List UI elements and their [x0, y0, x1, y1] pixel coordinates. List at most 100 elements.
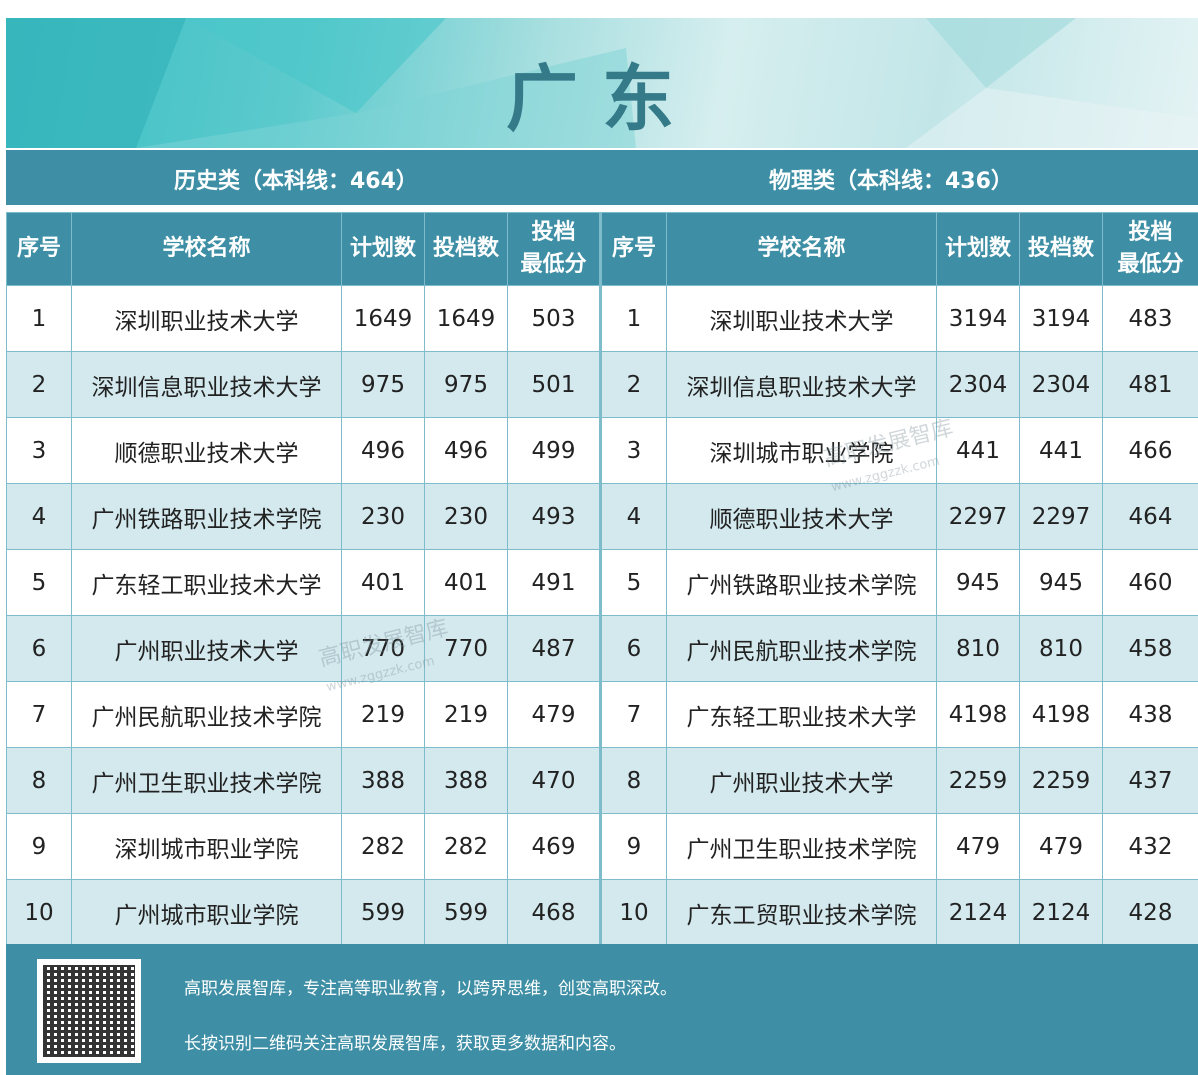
- min-score-cell: 503: [507, 285, 601, 352]
- school-name-cell: 深圳职业技术大学: [71, 285, 342, 352]
- rank-cell: 8: [599, 747, 667, 814]
- column-header: 学校名称: [71, 212, 342, 286]
- min-score-cell: 464: [1102, 483, 1198, 550]
- rank-cell: 4: [599, 483, 667, 550]
- school-name-cell: 广州城市职业学院: [71, 879, 342, 946]
- plan-count-cell: 770: [341, 615, 425, 682]
- rank-cell: 6: [599, 615, 667, 682]
- school-name-cell: 深圳职业技术大学: [666, 285, 937, 352]
- physics-category-label: 物理类（本科线：436）: [769, 169, 1013, 194]
- history-category-label: 历史类（本科线：464）: [174, 169, 418, 194]
- min-score-cell: 437: [1102, 747, 1198, 814]
- column-header: 序号: [599, 212, 667, 286]
- plan-count-cell: 599: [341, 879, 425, 946]
- table-row: 3 顺德职业技术大学 496 496 499 3 深圳城市职业学院 441 441 466: [6, 417, 1198, 484]
- plan-count-cell: 219: [341, 681, 425, 748]
- rank-cell: 9: [6, 813, 72, 880]
- filed-count-cell: 1649: [424, 285, 508, 352]
- table-row: 9 深圳城市职业学院 282 282 469 9 广州卫生职业技术学院 479 479 432: [6, 813, 1198, 880]
- table-row: 5 广东轻工职业技术大学 401 401 491 5 广州铁路职业技术学院 945 945 460: [6, 549, 1198, 616]
- min-score-cell: 479: [507, 681, 601, 748]
- school-name-cell: 广东轻工职业技术大学: [666, 681, 937, 748]
- filed-count-cell: 496: [424, 417, 508, 484]
- table-row: 10 广州城市职业学院 599 599 468 10 广东工贸职业技术学院 2124 2124 4…: [6, 879, 1198, 946]
- banner: 广东: [6, 18, 1198, 148]
- filed-count-cell: 401: [424, 549, 508, 616]
- table-row: 7 广州民航职业技术学院 219 219 479 7 广东轻工职业技术大学 4198 4198 4…: [6, 681, 1198, 748]
- column-header: 计划数: [341, 212, 425, 286]
- rank-cell: 9: [599, 813, 667, 880]
- plan-count-cell: 230: [341, 483, 425, 550]
- plan-count-cell: 401: [341, 549, 425, 616]
- school-name-cell: 广州职业技术大学: [666, 747, 937, 814]
- min-score-cell: 487: [507, 615, 601, 682]
- column-header: 投档数: [1019, 212, 1103, 286]
- table-row: 4 广州铁路职业技术学院 230 230 493 4 顺德职业技术大学 2297 2297 464: [6, 483, 1198, 550]
- rank-cell: 2: [599, 351, 667, 418]
- table-row: 8 广州卫生职业技术学院 388 388 470 8 广州职业技术大学 2259 2259 437: [6, 747, 1198, 814]
- table-row: 2 深圳信息职业技术大学 975 975 501 2 深圳信息职业技术大学 2304 2304 4…: [6, 351, 1198, 418]
- plan-count-cell: 975: [341, 351, 425, 418]
- rank-cell: 4: [6, 483, 72, 550]
- rank-cell: 1: [6, 285, 72, 352]
- footer-slogan: 高职发展智库，专注高等职业教育，以跨界思维，创变高职深改。: [184, 979, 677, 999]
- school-name-cell: 广州职业技术大学: [71, 615, 342, 682]
- filed-count-cell: 2259: [1019, 747, 1103, 814]
- rank-cell: 10: [6, 879, 72, 946]
- filed-count-cell: 282: [424, 813, 508, 880]
- filed-count-cell: 599: [424, 879, 508, 946]
- school-name-cell: 深圳信息职业技术大学: [71, 351, 342, 418]
- school-name-cell: 广州卫生职业技术学院: [71, 747, 342, 814]
- column-header: 计划数: [936, 212, 1020, 286]
- filed-count-cell: 810: [1019, 615, 1103, 682]
- min-score-cell: 491: [507, 549, 601, 616]
- rank-cell: 7: [599, 681, 667, 748]
- min-score-cell: 481: [1102, 351, 1198, 418]
- plan-count-cell: 1649: [341, 285, 425, 352]
- table-row: 1 深圳职业技术大学 1649 1649 503 1 深圳职业技术大学 3194 3194 483: [6, 285, 1198, 352]
- plan-count-cell: 496: [341, 417, 425, 484]
- min-score-cell: 432: [1102, 813, 1198, 880]
- filed-count-cell: 2304: [1019, 351, 1103, 418]
- min-score-cell: 499: [507, 417, 601, 484]
- banner-background: [6, 18, 1198, 148]
- min-score-cell: 469: [507, 813, 601, 880]
- plan-count-cell: 2297: [936, 483, 1020, 550]
- filed-count-cell: 4198: [1019, 681, 1103, 748]
- min-score-cell: 468: [507, 879, 601, 946]
- rank-cell: 5: [6, 549, 72, 616]
- rank-cell: 1: [599, 285, 667, 352]
- filed-count-cell: 219: [424, 681, 508, 748]
- admission-table: 序号 学校名称 计划数 投档数 投档 最低分 序号 学校名称 计划数 投档数 投档 最低分 1 深圳…: [6, 212, 1198, 946]
- rank-cell: 3: [599, 417, 667, 484]
- column-header: 投档数: [424, 212, 508, 286]
- rank-cell: 7: [6, 681, 72, 748]
- school-name-cell: 广东工贸职业技术学院: [666, 879, 937, 946]
- column-header: 序号: [6, 212, 72, 286]
- qr-code-icon: [37, 959, 141, 1063]
- school-name-cell: 广州铁路职业技术学院: [666, 549, 937, 616]
- min-score-cell: 501: [507, 351, 601, 418]
- plan-count-cell: 810: [936, 615, 1020, 682]
- min-score-cell: 466: [1102, 417, 1198, 484]
- rank-cell: 3: [6, 417, 72, 484]
- min-score-cell: 458: [1102, 615, 1198, 682]
- table-row: 6 广州职业技术大学 770 770 487 6 广州民航职业技术学院 810 810 458: [6, 615, 1198, 682]
- filed-count-cell: 2124: [1019, 879, 1103, 946]
- page-title: 广东: [505, 57, 698, 141]
- min-score-cell: 483: [1102, 285, 1198, 352]
- filed-count-cell: 441: [1019, 417, 1103, 484]
- plan-count-cell: 2259: [936, 747, 1020, 814]
- rank-cell: 6: [6, 615, 72, 682]
- school-name-cell: 广州民航职业技术学院: [71, 681, 342, 748]
- plan-count-cell: 2124: [936, 879, 1020, 946]
- min-score-cell: 428: [1102, 879, 1198, 946]
- school-name-cell: 广州卫生职业技术学院: [666, 813, 937, 880]
- rank-cell: 8: [6, 747, 72, 814]
- min-score-cell: 460: [1102, 549, 1198, 616]
- plan-count-cell: 388: [341, 747, 425, 814]
- school-name-cell: 深圳信息职业技术大学: [666, 351, 937, 418]
- plan-count-cell: 2304: [936, 351, 1020, 418]
- school-name-cell: 深圳城市职业学院: [666, 417, 937, 484]
- plan-count-cell: 441: [936, 417, 1020, 484]
